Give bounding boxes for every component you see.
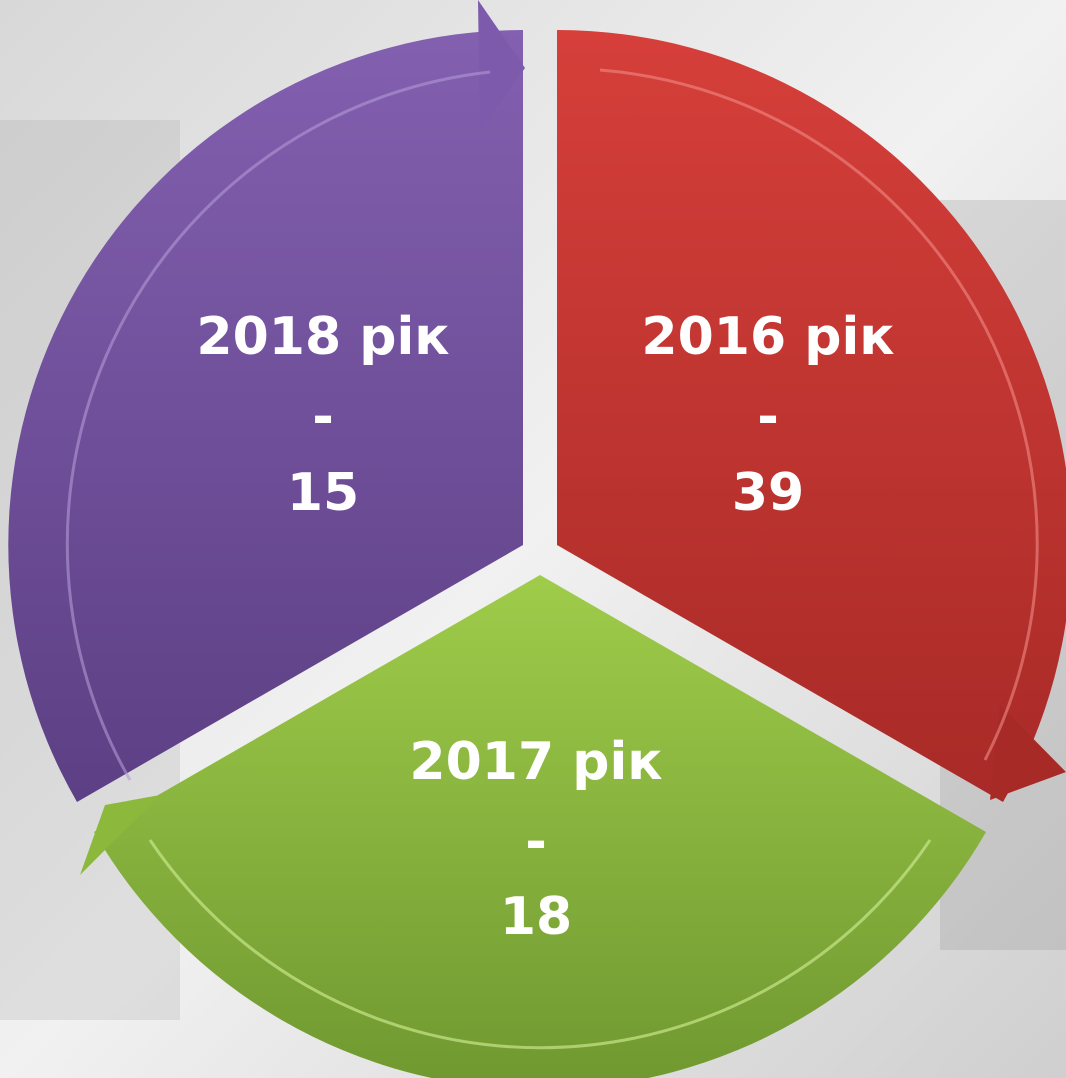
node-value: 18 bbox=[500, 887, 572, 947]
sector-2018 bbox=[8, 30, 524, 802]
node-label: 2016 рік bbox=[641, 307, 894, 367]
node-separator: - bbox=[525, 812, 547, 872]
sector-2016 bbox=[557, 30, 1066, 802]
arrowhead bbox=[80, 795, 160, 875]
node-label: 2017 рік bbox=[409, 732, 662, 792]
arrowhead bbox=[478, 0, 525, 130]
sector-2017 bbox=[94, 575, 986, 1078]
node-separator: - bbox=[312, 387, 334, 447]
node-label: 2018 рік bbox=[196, 307, 449, 367]
sector-highlight bbox=[65, 70, 491, 781]
node-value: 39 bbox=[732, 463, 804, 523]
node-separator: - bbox=[757, 387, 779, 447]
sector-highlight bbox=[599, 68, 1039, 761]
arrowhead bbox=[990, 705, 1066, 800]
node-2018: 2018 рік - 15 bbox=[196, 307, 449, 523]
node-2017: 2017 рік - 18 bbox=[409, 732, 662, 947]
node-2016: 2016 рік - 39 bbox=[641, 307, 894, 523]
node-value: 15 bbox=[287, 463, 359, 523]
sector-highlight bbox=[148, 839, 932, 1050]
